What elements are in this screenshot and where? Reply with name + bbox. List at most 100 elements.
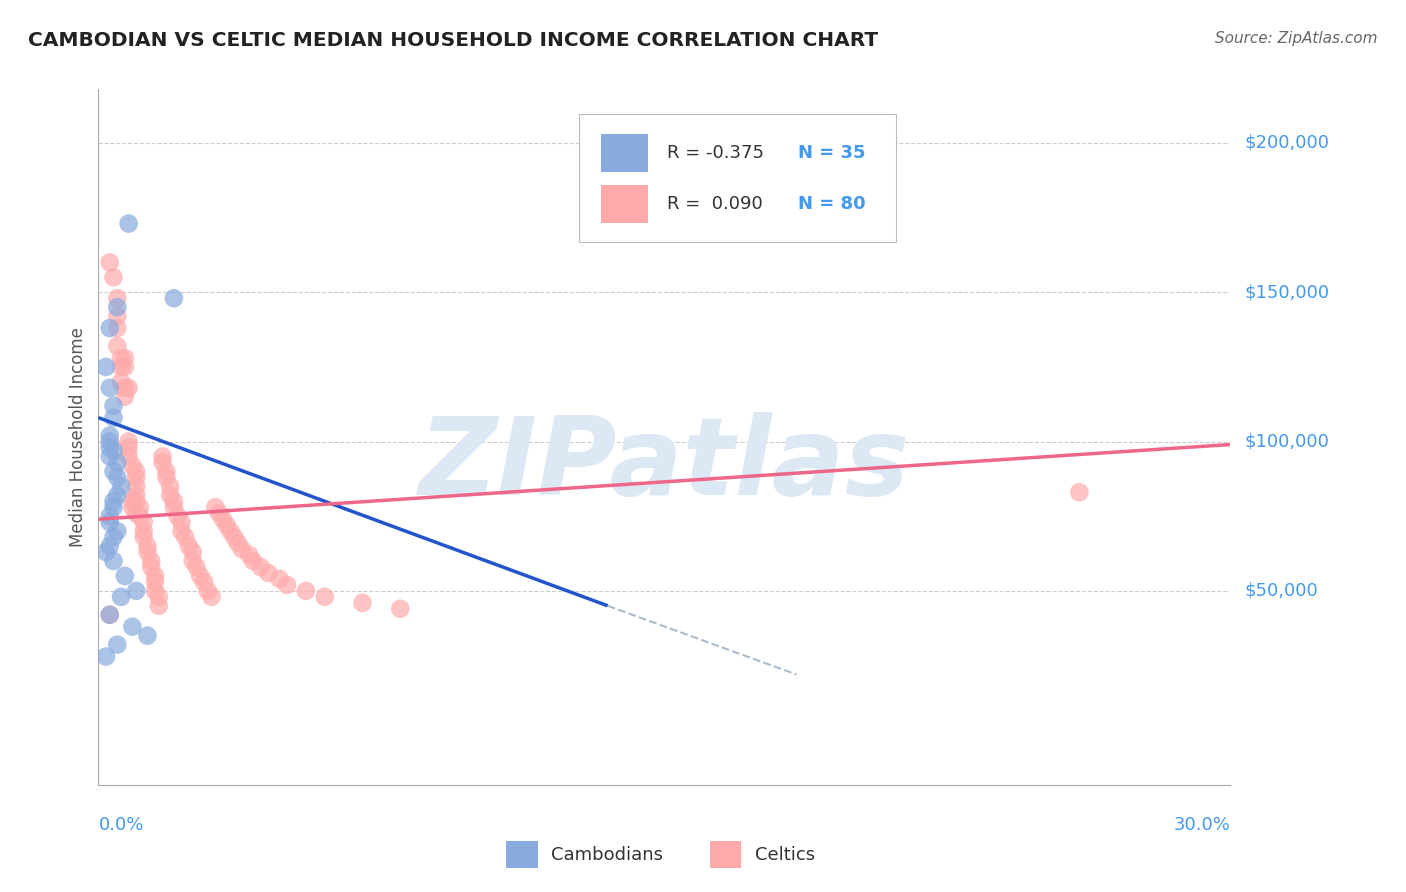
Point — [117, 441, 139, 455]
Point — [163, 291, 186, 305]
Point — [148, 590, 170, 604]
Point — [105, 470, 128, 484]
Point — [141, 554, 163, 568]
Point — [1069, 485, 1091, 500]
Point — [114, 359, 136, 374]
Point — [94, 359, 117, 374]
Point — [105, 524, 128, 538]
Text: R = -0.375: R = -0.375 — [666, 145, 763, 162]
Point — [110, 375, 132, 389]
Point — [114, 381, 136, 395]
Point — [181, 545, 204, 559]
Point — [98, 607, 121, 622]
Point — [98, 434, 121, 449]
Text: $100,000: $100,000 — [1244, 433, 1329, 450]
Point — [103, 464, 125, 478]
Point — [188, 569, 211, 583]
Point — [98, 539, 121, 553]
Bar — [506, 840, 537, 869]
Point — [295, 583, 318, 598]
Point — [98, 321, 121, 335]
Point — [94, 545, 117, 559]
Point — [110, 590, 132, 604]
Text: $200,000: $200,000 — [1244, 134, 1329, 152]
Text: 30.0%: 30.0% — [1174, 815, 1230, 833]
Point — [98, 607, 121, 622]
Text: N = 35: N = 35 — [797, 145, 865, 162]
Point — [105, 291, 128, 305]
Point — [208, 506, 231, 520]
Point — [125, 479, 148, 493]
Point — [129, 509, 152, 524]
Point — [125, 488, 148, 502]
Point — [249, 560, 271, 574]
Point — [170, 524, 193, 538]
Text: Celtics: Celtics — [755, 846, 815, 863]
Point — [163, 494, 186, 508]
Point — [215, 518, 238, 533]
Point — [201, 590, 224, 604]
Point — [103, 500, 125, 515]
Point — [98, 441, 121, 455]
Point — [117, 434, 139, 449]
Point — [212, 512, 235, 526]
Point — [197, 583, 219, 598]
Point — [103, 530, 125, 544]
Point — [117, 450, 139, 464]
Point — [181, 554, 204, 568]
Point — [98, 450, 121, 464]
Text: ZIPatlas: ZIPatlas — [419, 412, 910, 518]
Point — [143, 569, 166, 583]
Point — [103, 494, 125, 508]
Point — [186, 560, 208, 574]
Y-axis label: Median Household Income: Median Household Income — [69, 327, 87, 547]
Point — [152, 450, 174, 464]
Point — [105, 300, 128, 314]
Point — [141, 560, 163, 574]
Point — [98, 255, 121, 269]
Point — [389, 601, 412, 615]
Bar — [600, 134, 648, 172]
Point — [110, 479, 132, 493]
Point — [136, 545, 159, 559]
Point — [143, 583, 166, 598]
Point — [114, 569, 136, 583]
Point — [125, 583, 148, 598]
Point — [159, 479, 181, 493]
Point — [224, 530, 246, 544]
Point — [98, 428, 121, 442]
Text: Source: ZipAtlas.com: Source: ZipAtlas.com — [1215, 31, 1378, 46]
Point — [105, 638, 128, 652]
Text: 0.0%: 0.0% — [98, 815, 143, 833]
Bar — [600, 185, 648, 223]
Point — [125, 506, 148, 520]
Point — [105, 488, 128, 502]
Point — [276, 578, 298, 592]
Point — [105, 309, 128, 323]
Bar — [710, 840, 741, 869]
Point — [105, 321, 128, 335]
Point — [125, 464, 148, 478]
Point — [114, 351, 136, 365]
Point — [132, 515, 155, 529]
Point — [204, 500, 226, 515]
Point — [269, 572, 291, 586]
Point — [136, 629, 159, 643]
Point — [103, 399, 125, 413]
Point — [238, 548, 260, 562]
Point — [121, 620, 143, 634]
Point — [98, 509, 121, 524]
Point — [94, 649, 117, 664]
Point — [121, 494, 143, 508]
Point — [148, 599, 170, 613]
Point — [110, 351, 132, 365]
Point — [103, 554, 125, 568]
Point — [352, 596, 374, 610]
Point — [103, 270, 125, 285]
Point — [159, 488, 181, 502]
Point — [103, 410, 125, 425]
Point — [121, 458, 143, 473]
Point — [314, 590, 336, 604]
Point — [155, 470, 177, 484]
Point — [152, 455, 174, 469]
